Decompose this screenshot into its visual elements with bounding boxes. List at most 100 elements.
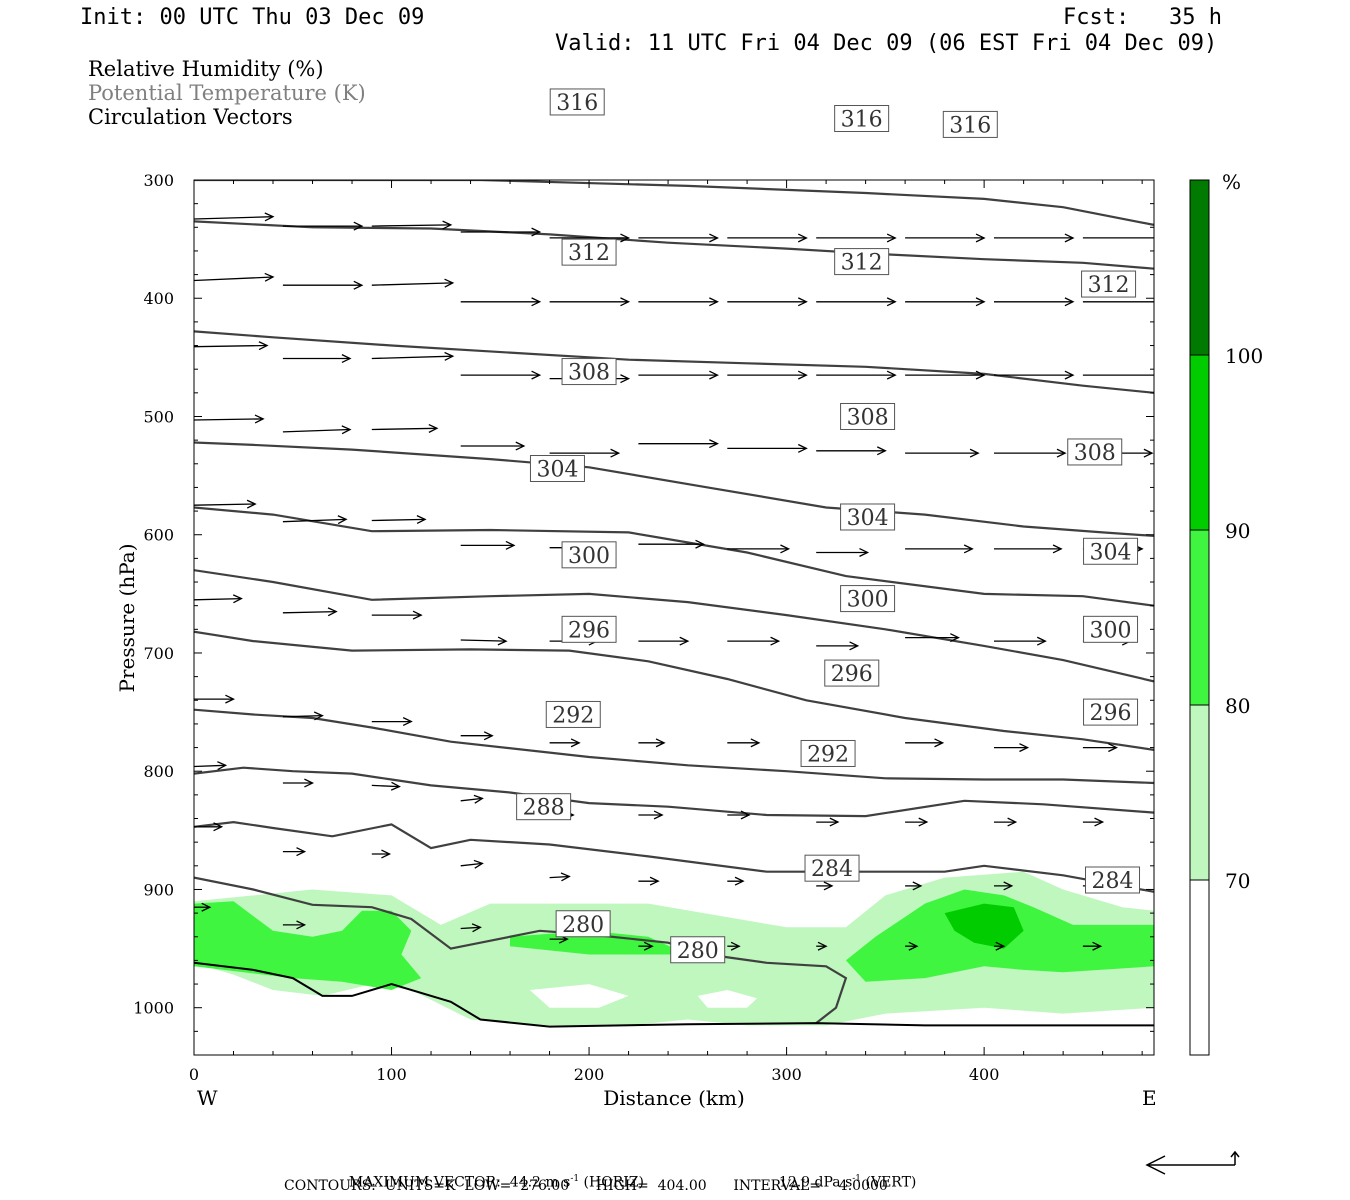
theta-contour-320 <box>194 180 1154 226</box>
wind-vector-head <box>225 694 236 704</box>
y-tick-label: 800 <box>143 762 174 781</box>
wind-vector-head <box>201 902 212 912</box>
wind-vector <box>282 221 364 231</box>
wind-vector-head <box>296 920 307 930</box>
y-tick-label: 500 <box>143 407 174 426</box>
x-tick-label: 300 <box>771 1065 802 1084</box>
wind-vector-head <box>531 297 542 307</box>
contour-label-296: 296 <box>831 662 873 687</box>
wind-vector-shaft <box>194 344 268 348</box>
x-tick-label: 100 <box>376 1065 407 1084</box>
wind-vector-head <box>1007 817 1018 827</box>
wind-vector <box>816 297 897 307</box>
wind-vector <box>549 872 571 882</box>
wind-vector <box>727 297 808 307</box>
y-tick-label: 600 <box>143 526 174 545</box>
wind-vector-shaft <box>460 926 481 930</box>
wind-vector <box>816 446 887 456</box>
wind-vector <box>638 738 666 748</box>
wind-vector-head <box>620 233 631 243</box>
wind-vector <box>638 876 660 886</box>
contour-label-box <box>1083 537 1139 565</box>
contour-label-292: 292 <box>552 703 594 728</box>
contour-label-316: 316 <box>949 113 991 138</box>
wind-vector <box>194 341 269 351</box>
y-tick-label: 400 <box>143 289 174 308</box>
wind-vector-head <box>531 227 542 237</box>
theta-contour-308 <box>194 441 1154 537</box>
y-tick-label: 1000 <box>133 999 174 1018</box>
max-vector-horiz-tag: (HORIZ) <box>579 1174 644 1191</box>
y-tick-label: 300 <box>143 171 174 190</box>
wind-vector <box>371 610 423 620</box>
wind-vector-head <box>264 212 275 222</box>
wind-vector-head <box>232 594 243 604</box>
wind-vector <box>994 881 1014 891</box>
wind-vector <box>460 297 542 307</box>
wind-vector-head <box>969 448 980 458</box>
contour-label-316: 316 <box>841 108 883 133</box>
wind-vector-head <box>1153 297 1154 307</box>
wind-vector-shaft <box>371 224 451 227</box>
wind-vector-head <box>797 370 808 380</box>
wind-vector <box>905 881 923 891</box>
contour-label-304: 304 <box>536 458 578 483</box>
contour-label-box <box>529 455 585 483</box>
wind-vector-shaft <box>194 503 256 506</box>
wind-vector <box>460 794 484 804</box>
reference-vector-arrow <box>1145 1150 1240 1175</box>
wind-vector <box>371 849 392 859</box>
wind-vector <box>460 731 494 741</box>
wind-vector-head <box>709 297 719 307</box>
contour-label-box <box>800 739 856 767</box>
wind-vector <box>194 499 257 509</box>
wind-vector <box>194 272 275 282</box>
wind-vector <box>638 297 719 307</box>
wind-vector <box>994 370 1075 380</box>
contour-label-box <box>840 503 896 531</box>
wind-vector-head <box>254 414 265 424</box>
theta-contour-292 <box>194 708 1154 785</box>
wind-vector-head <box>975 370 986 380</box>
wind-vector-head <box>649 876 660 886</box>
wind-vector-shaft <box>460 862 483 867</box>
wind-vector <box>1082 743 1118 753</box>
wind-vector-head <box>1153 233 1154 243</box>
wind-vector <box>371 351 455 361</box>
wind-vector <box>194 594 243 604</box>
wind-vector <box>727 810 751 820</box>
wind-vector-head <box>217 761 228 771</box>
y-tick-label: 700 <box>143 644 174 663</box>
wind-vector <box>549 297 631 307</box>
contour-label-312: 312 <box>1088 273 1130 298</box>
max-vector-vert-value: 12.9 dPa s <box>778 1174 853 1191</box>
max-vector-horiz-sup: -1 <box>570 1174 580 1184</box>
wind-vector <box>994 448 1067 458</box>
contour-label-296: 296 <box>568 618 610 643</box>
wind-vector <box>282 711 324 721</box>
wind-vector-shaft <box>371 282 453 286</box>
wind-vector <box>816 233 897 243</box>
wind-vector-head <box>483 731 494 741</box>
contour-label-box <box>942 110 998 138</box>
wind-vector-head <box>442 220 453 230</box>
wind-vector-head <box>341 354 352 364</box>
wind-vector <box>194 761 228 771</box>
contour-label-308: 308 <box>847 405 889 430</box>
contour-label-box <box>561 615 617 643</box>
wind-vector-shaft <box>282 610 337 614</box>
contour-label-box <box>834 248 890 276</box>
wind-vector-shaft <box>371 427 438 431</box>
wind-vector-shaft <box>371 518 426 522</box>
wind-vector-head <box>823 881 834 891</box>
wind-vector-shaft <box>282 518 347 523</box>
wind-vector <box>282 607 338 617</box>
contour-label-280: 280 <box>562 913 604 938</box>
contour-label-308: 308 <box>1074 441 1116 466</box>
wind-vector <box>994 941 1006 951</box>
wind-vector-head <box>797 443 808 453</box>
wind-vector-head <box>963 544 974 554</box>
wind-vector <box>727 941 741 951</box>
contour-label-296: 296 <box>1090 701 1132 726</box>
wind-vector <box>371 278 455 288</box>
